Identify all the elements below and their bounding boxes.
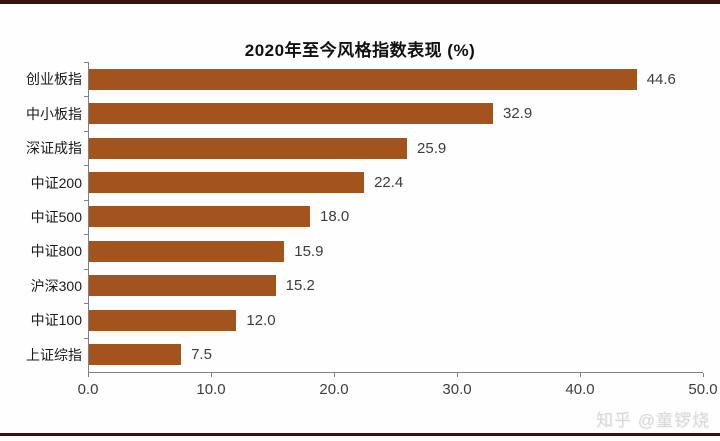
bar — [89, 275, 276, 297]
chart-title: 2020年至今风格指数表现 (%) — [244, 41, 476, 60]
bar — [89, 103, 493, 125]
bar-row: 创业板指 44.6 — [0, 62, 703, 97]
value-label: 22.4 — [374, 174, 404, 192]
bar-track: 32.9 — [84, 96, 703, 131]
x-axis-tick-label: 10.0 — [196, 381, 226, 398]
category-label: 沪深300 — [30, 277, 82, 294]
x-axis-tick — [211, 373, 212, 377]
category-label: 中小板指 — [26, 105, 82, 122]
value-label: 12.0 — [246, 311, 276, 329]
bar-row: 中小板指 32.9 — [0, 96, 703, 131]
x-axis-tick-label: 30.0 — [442, 381, 472, 398]
bar-track: 15.9 — [84, 234, 703, 269]
bar — [89, 344, 182, 366]
x-axis-tick-label: 20.0 — [319, 381, 349, 398]
top-divider — [0, 0, 720, 4]
category-label: 深证成指 — [26, 140, 82, 157]
x-axis-tick — [580, 373, 581, 377]
bar-row: 沪深300 15.2 — [0, 268, 703, 304]
bar-track: 7.5 — [84, 337, 703, 372]
bar-row: 上证综指 7.5 — [0, 337, 703, 372]
category-label: 中证800 — [30, 243, 82, 260]
value-label: 15.9 — [294, 242, 324, 260]
value-label: 15.2 — [285, 277, 315, 295]
value-label: 25.9 — [417, 139, 447, 157]
bar-row: 中证100 12.0 — [0, 303, 703, 338]
bar-row: 深证成指 25.9 — [0, 130, 703, 166]
bar-row: 中证200 22.4 — [0, 165, 703, 200]
value-label: 7.5 — [191, 346, 212, 364]
bar-track: 44.6 — [84, 62, 703, 97]
category-label: 上证综指 — [26, 346, 82, 363]
value-label: 18.0 — [320, 208, 350, 226]
bar-track: 15.2 — [84, 268, 703, 304]
bar-row: 中证800 15.9 — [0, 234, 703, 269]
value-label: 44.6 — [646, 70, 676, 88]
category-label: 中证200 — [30, 174, 82, 191]
bar — [89, 240, 285, 262]
bar-track: 12.0 — [84, 303, 703, 338]
category-label: 中证500 — [30, 208, 82, 225]
bar — [89, 68, 637, 90]
category-label: 中证100 — [30, 312, 82, 329]
x-axis-tick — [703, 373, 704, 377]
bottom-divider — [0, 433, 720, 436]
x-axis-tick-label: 50.0 — [688, 381, 718, 398]
bar-row: 中证500 18.0 — [0, 199, 703, 235]
bar — [89, 137, 408, 159]
bar — [89, 206, 311, 228]
plot-area: 创业板指 44.6 中小板指 32.9 深证成指 25.9 中证200 22.4 中证500 18… — [0, 62, 703, 372]
category-label: 创业板指 — [26, 71, 82, 88]
x-axis-tick — [457, 373, 458, 377]
x-axis-tick-label: 0.0 — [77, 381, 99, 398]
x-axis: 0.0 10.0 20.0 30.0 40.0 50.0 — [78, 372, 718, 407]
x-axis-tick — [88, 373, 89, 377]
bar-track: 22.4 — [84, 165, 703, 200]
bar-track: 25.9 — [84, 130, 703, 166]
x-axis-tick-label: 40.0 — [565, 381, 595, 398]
watermark: 知乎 @童锣烧 — [596, 411, 710, 430]
x-axis-tick — [334, 373, 335, 377]
bar — [89, 309, 237, 331]
value-label: 32.9 — [503, 105, 533, 123]
bar — [89, 172, 365, 194]
bar-track: 18.0 — [84, 199, 703, 235]
